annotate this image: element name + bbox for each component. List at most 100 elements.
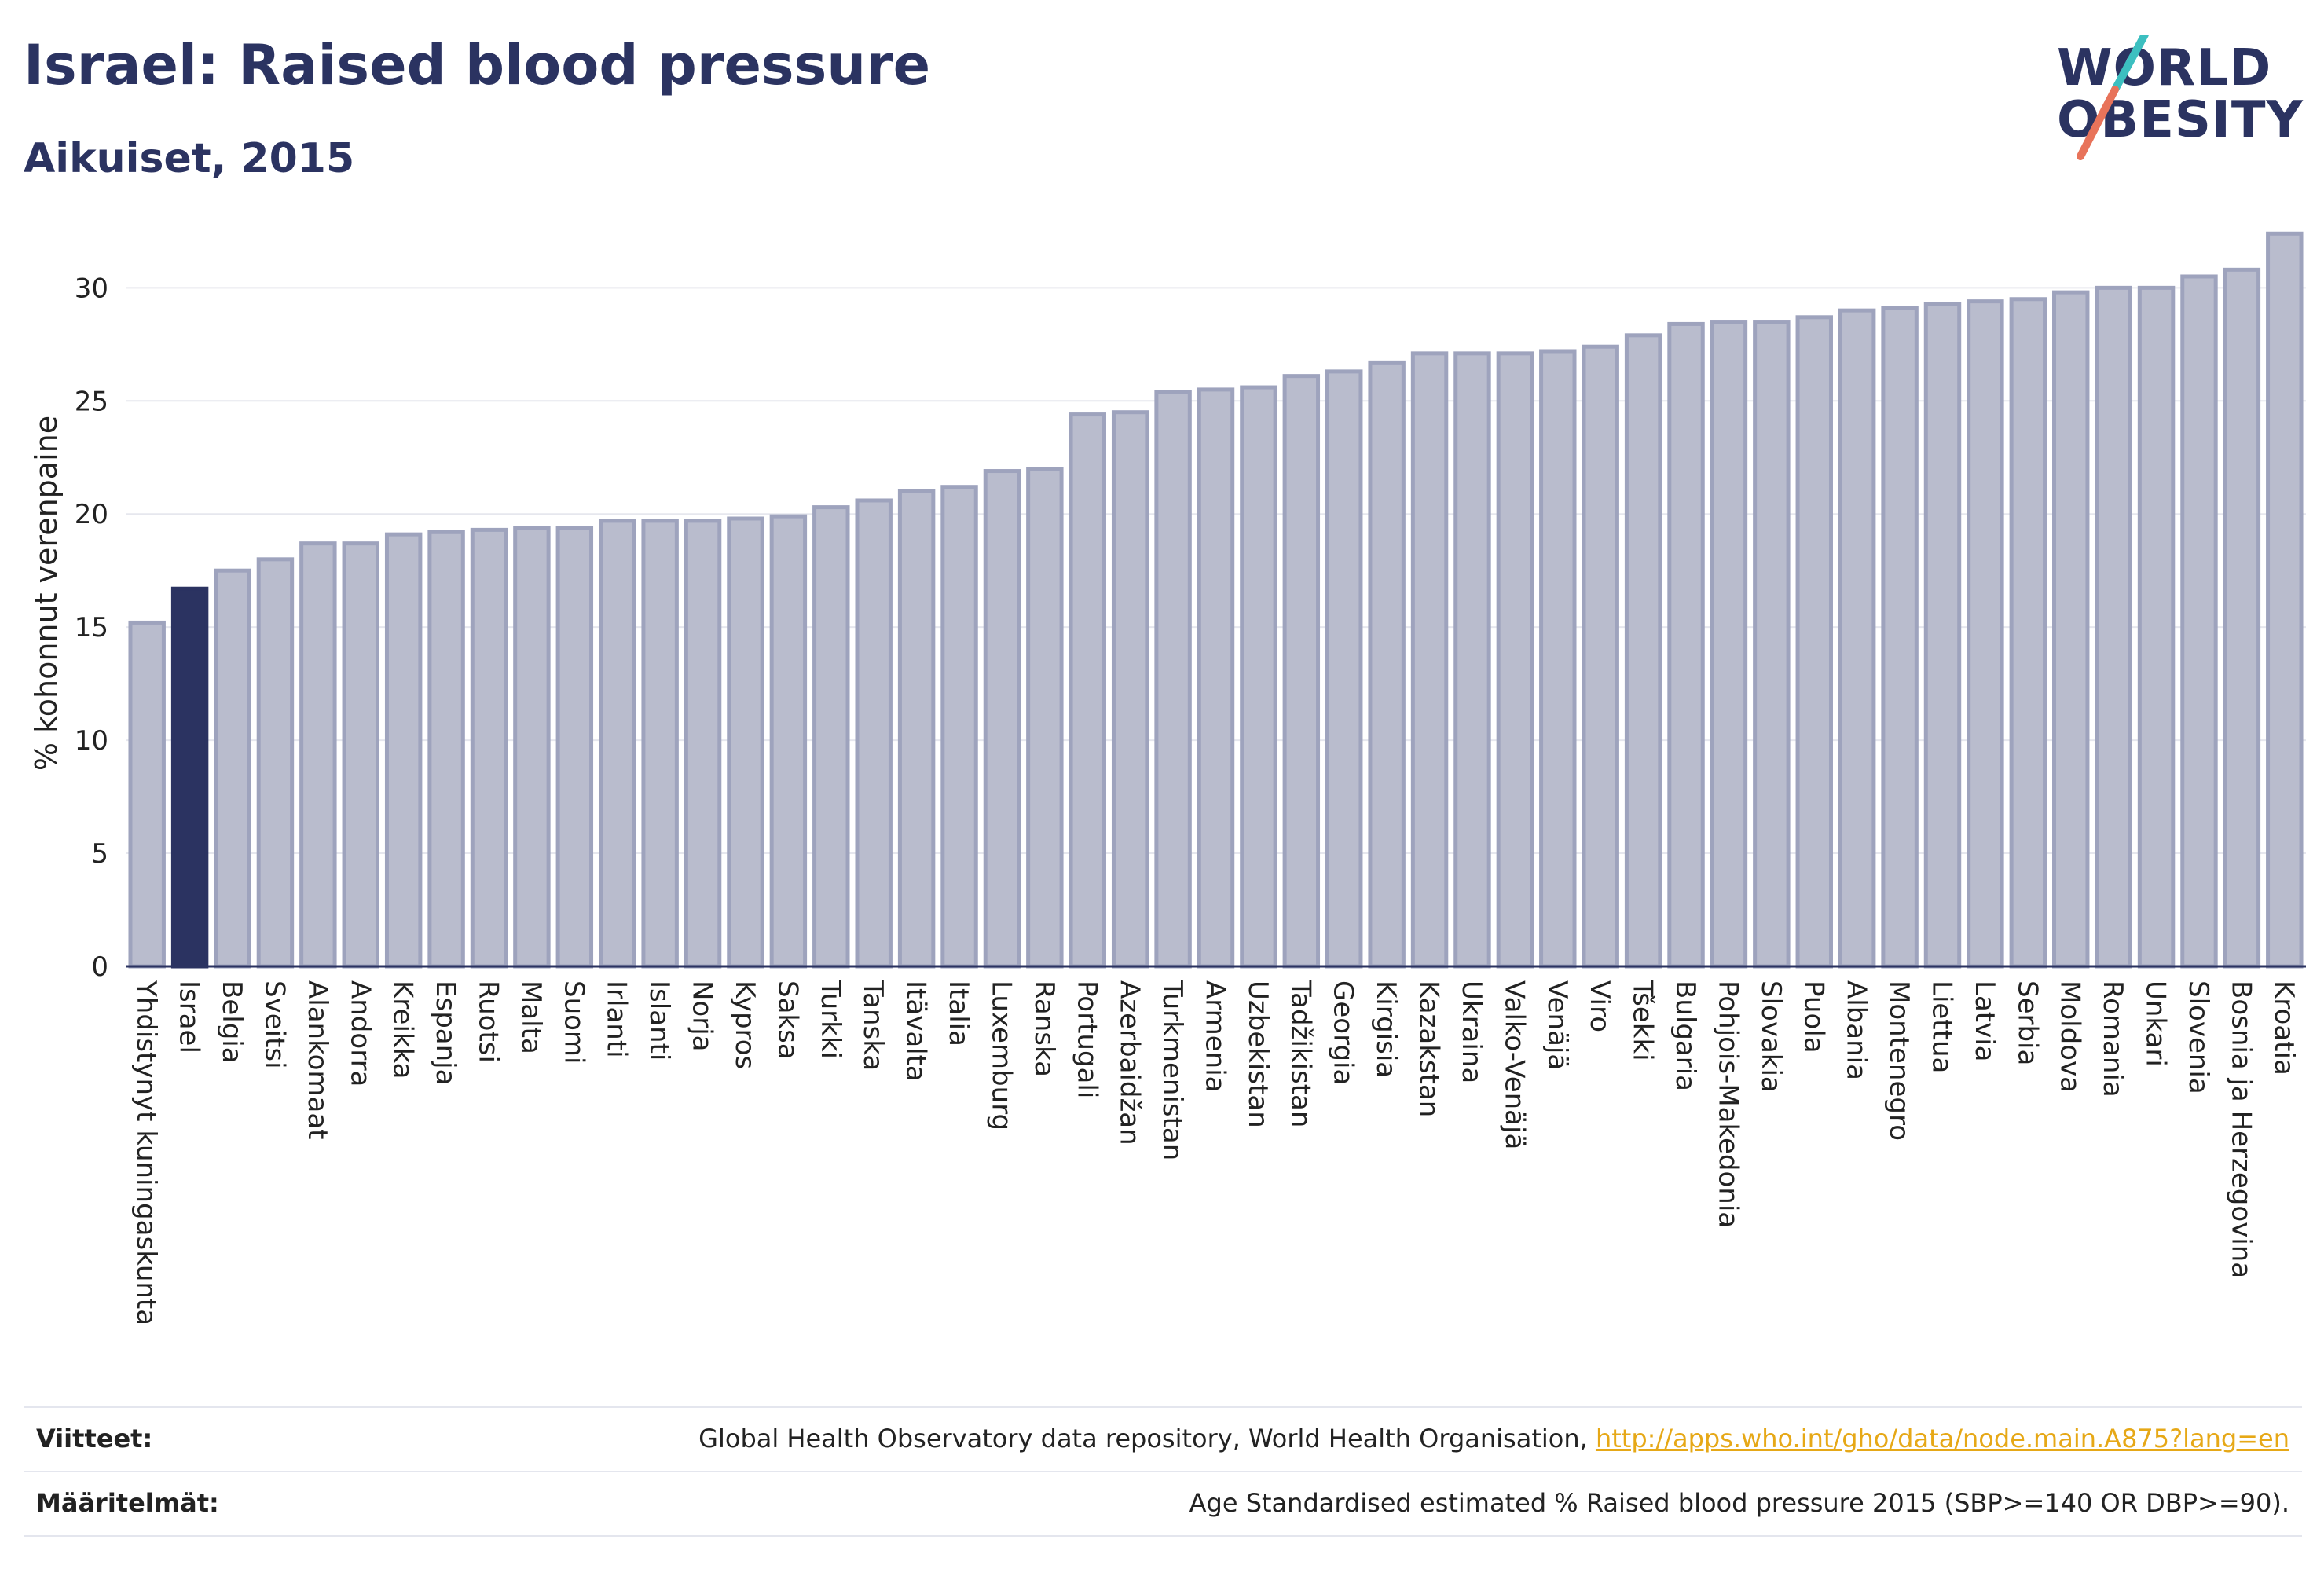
x-tick-label: Albania xyxy=(1841,980,1872,1080)
y-tick-label: 5 xyxy=(91,838,108,870)
references-label: Viitteet: xyxy=(36,1424,153,1453)
bar-45 xyxy=(2052,290,2090,969)
bar-33 xyxy=(1539,349,1577,969)
bar-38 xyxy=(1753,320,1791,969)
bar-10 xyxy=(555,526,594,969)
bar-6 xyxy=(384,532,423,969)
x-tick-label: Montenegro xyxy=(1883,980,1915,1141)
x-tick-label: Slovakia xyxy=(1755,980,1787,1093)
bar-12 xyxy=(641,519,679,969)
bar-27 xyxy=(1282,374,1321,969)
x-tick-label: Kazakstan xyxy=(1413,980,1445,1117)
x-tick-label: Georgia xyxy=(1328,980,1359,1085)
definitions-label: Määritelmät: xyxy=(36,1488,219,1518)
x-tick-label: Espanja xyxy=(430,980,461,1085)
x-tick-label: Ranska xyxy=(1028,980,1060,1077)
references-source: Global Health Observatory data repositor… xyxy=(698,1424,1596,1453)
y-tick-label: 15 xyxy=(75,612,108,643)
x-tick-label: Uzbekistan xyxy=(1242,980,1274,1128)
x-tick-label: Armenia xyxy=(1200,980,1231,1093)
bar-16 xyxy=(812,505,850,969)
bar-21 xyxy=(1026,467,1064,969)
y-tick-label: 20 xyxy=(75,499,108,530)
x-tick-label: Israel xyxy=(174,980,205,1054)
bar-1 xyxy=(170,586,209,969)
bar-40 xyxy=(1838,308,1876,969)
x-tick-label: Pohjois-Makedonia xyxy=(1712,980,1743,1228)
x-tick-label: Liettua xyxy=(1926,980,1958,1073)
y-axis-label: % kohonnut verenpaine xyxy=(29,416,64,771)
bar-0 xyxy=(128,620,166,969)
definitions-text: Age Standardised estimated % Raised bloo… xyxy=(1189,1488,2289,1518)
footer-divider-middle xyxy=(24,1471,2302,1472)
bar-20 xyxy=(983,469,1021,969)
bar-50 xyxy=(2266,231,2304,969)
bar-28 xyxy=(1325,369,1363,969)
x-tick-label: Kreikka xyxy=(387,980,419,1079)
bar-chart: 0 5 10 15 20 25 30 % kohonnut verenpaine Yhdisty… xyxy=(29,231,2306,1325)
x-tick-label: Islanti xyxy=(643,980,675,1061)
bar-19 xyxy=(940,485,978,969)
bar-44 xyxy=(2009,297,2047,969)
chart-subtitle: Aikuiset, 2015 xyxy=(24,135,355,182)
x-tick-label: Belgia xyxy=(216,980,247,1064)
x-tick-label: Turkki xyxy=(815,980,846,1059)
bar-37 xyxy=(1710,320,1748,969)
bar-3 xyxy=(256,557,295,969)
logo-slash-icon xyxy=(2077,35,2149,160)
bar-30 xyxy=(1410,351,1449,969)
x-tick-label: Alankomaat xyxy=(302,980,333,1140)
bar-47 xyxy=(2137,285,2176,969)
x-tick-label: Sveitsi xyxy=(258,980,290,1069)
bar-46 xyxy=(2095,285,2132,969)
x-tick-label: Yhdistynyt kuningaskunta xyxy=(130,980,162,1325)
x-tick-label: Italia xyxy=(943,980,974,1046)
bar-41 xyxy=(1881,306,1919,969)
bar-36 xyxy=(1667,321,1705,969)
logo-text-world: WORLD xyxy=(2057,39,2272,97)
bar-48 xyxy=(2180,274,2218,969)
references-link[interactable]: http://apps.who.int/gho/data/node.main.A… xyxy=(1595,1424,2289,1453)
footer-divider-top xyxy=(24,1406,2302,1408)
x-tick-label: Moldova xyxy=(2055,980,2086,1093)
bar-2 xyxy=(214,568,251,969)
y-tick-label: 10 xyxy=(75,725,108,757)
bar-13 xyxy=(684,519,722,969)
y-tick-label: 25 xyxy=(75,386,108,417)
x-tick-label: Ukraina xyxy=(1456,980,1487,1083)
x-tick-label: Tadžikistan xyxy=(1285,980,1316,1127)
x-tick-label: Tanska xyxy=(857,980,889,1071)
x-tick-label: Venäjä xyxy=(1541,980,1573,1070)
x-tick-label: Slovenia xyxy=(2183,980,2214,1094)
x-tick-label: Romania xyxy=(2097,980,2128,1098)
bar-43 xyxy=(1967,299,2004,969)
x-tick-label: Unkari xyxy=(2140,980,2172,1067)
x-tick-label: Kypros xyxy=(729,980,761,1069)
x-tick-label: Itävalta xyxy=(900,980,932,1082)
x-tick-label: Bosnia ja Herzegovina xyxy=(2225,980,2256,1278)
bar-49 xyxy=(2223,267,2261,969)
bar-26 xyxy=(1240,385,1277,969)
bar-39 xyxy=(1795,315,1833,969)
bar-29 xyxy=(1368,360,1406,969)
x-tick-label: Latvia xyxy=(1969,980,2000,1062)
bar-24 xyxy=(1154,390,1192,969)
bar-25 xyxy=(1197,387,1235,969)
x-tick-label: Kroatia xyxy=(2268,980,2300,1076)
x-tick-label: Puola xyxy=(1798,980,1829,1054)
y-tick-label: 0 xyxy=(91,951,108,983)
chart-title: Israel: Raised blood pressure xyxy=(24,33,931,97)
x-tick-label: Portugali xyxy=(1071,980,1102,1098)
x-tick-label: Norja xyxy=(687,980,718,1052)
world-obesity-logo: WORLD OBESITY xyxy=(2043,35,2303,168)
x-tick-label: Saksa xyxy=(772,980,803,1060)
bar-35 xyxy=(1624,333,1662,969)
x-tick-label: Azerbaidžan xyxy=(1114,980,1146,1145)
bar-34 xyxy=(1582,344,1619,969)
bar-18 xyxy=(897,489,936,969)
bar-9 xyxy=(513,526,551,969)
x-tick-label: Viro xyxy=(1584,980,1615,1032)
references-text: Global Health Observatory data repositor… xyxy=(698,1424,2289,1453)
bar-15 xyxy=(769,514,808,969)
x-tick-label: Suomi xyxy=(558,980,589,1065)
